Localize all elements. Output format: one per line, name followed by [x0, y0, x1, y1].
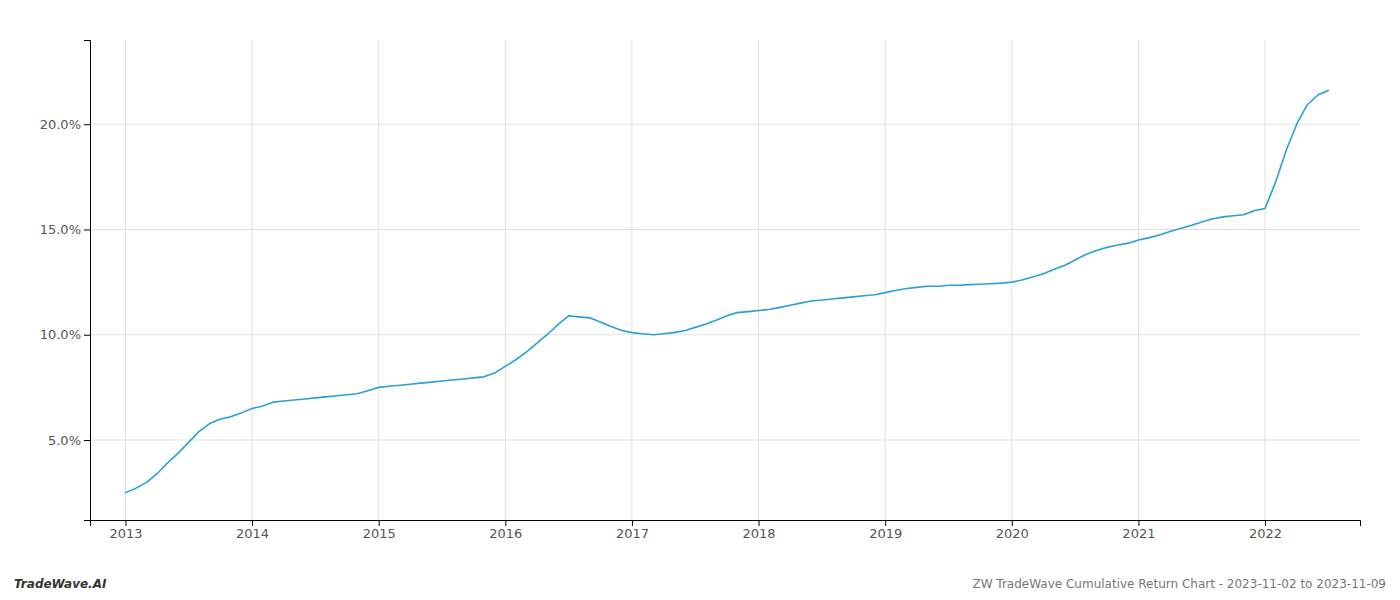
tick: 2015: [363, 520, 396, 541]
grid-line: [885, 40, 886, 520]
footer: ZW TradeWave Cumulative Return Chart - 2…: [972, 577, 1386, 591]
tick-mark: [1012, 520, 1013, 526]
grid-line: [758, 40, 759, 520]
tick: 2019: [869, 520, 902, 541]
line: [125, 91, 1328, 493]
tick-mark: [1265, 520, 1266, 526]
grid-line: [90, 124, 1360, 125]
tick-label: 20.0%: [40, 117, 81, 132]
tick-mark: [505, 520, 506, 526]
tick-label: 2020: [996, 526, 1029, 541]
tick-label: 2017: [616, 526, 649, 541]
tick-label: 2021: [1122, 526, 1155, 541]
grid-line: [90, 440, 1360, 441]
tick-mark: [885, 520, 886, 526]
plot-area: [125, 91, 1328, 493]
grid-line: [378, 40, 379, 520]
tick-mark: [759, 520, 760, 526]
axis-line: [84, 41, 91, 521]
tick-mark: [84, 440, 90, 441]
tick-label: 2019: [869, 526, 902, 541]
tick: 2021: [1122, 520, 1155, 541]
tick-mark: [84, 335, 90, 336]
tick: 2018: [743, 520, 776, 541]
grid-line: [252, 40, 253, 520]
tick: 5.0%: [48, 433, 90, 448]
tick-label: 2015: [363, 526, 396, 541]
tick-label: 2018: [743, 526, 776, 541]
y-axis: 5.0% 10.0% 15.0% 20.0%: [40, 41, 91, 521]
grid-line: [1011, 40, 1012, 520]
tick-label: 2013: [109, 526, 142, 541]
grid-line: [631, 40, 632, 520]
grid-line: [90, 334, 1360, 335]
tick: 2013: [109, 520, 142, 541]
tick: 2022: [1249, 520, 1282, 541]
tick-mark: [84, 229, 90, 230]
grid: [90, 40, 1360, 520]
grid-line: [1265, 40, 1266, 520]
x-axis: 2013 2014 2015 2016 2017 2018 2019 2020 2021 2022: [91, 520, 1361, 541]
tick-label: 2014: [236, 526, 269, 541]
tick-mark: [379, 520, 380, 526]
tick-mark: [252, 520, 253, 526]
tick: 20.0%: [40, 117, 90, 132]
tick-mark: [632, 520, 633, 526]
tick: 2016: [489, 520, 522, 541]
tick-mark: [84, 124, 90, 125]
grid-line: [125, 40, 126, 520]
tick-label: 2016: [489, 526, 522, 541]
tick: 15.0%: [40, 222, 90, 237]
chart: 2013 2014 2015 2016 2017 2018 2019 2020 2021 2022…: [0, 0, 1400, 600]
grid-line: [505, 40, 506, 520]
tick-mark: [1138, 520, 1139, 526]
tick: 2020: [996, 520, 1029, 541]
axis-line: [91, 521, 1361, 527]
footer: TradeWave.AI: [14, 577, 107, 591]
tick: 2014: [236, 520, 269, 541]
grid-line: [90, 229, 1360, 230]
tick-label: 10.0%: [40, 327, 81, 342]
tick-label: 5.0%: [48, 433, 81, 448]
tick-label: 2022: [1249, 526, 1282, 541]
tick-label: 15.0%: [40, 222, 81, 237]
tick: 2017: [616, 520, 649, 541]
tick-mark: [125, 520, 126, 526]
tick: 10.0%: [40, 327, 90, 342]
grid-line: [1138, 40, 1139, 520]
